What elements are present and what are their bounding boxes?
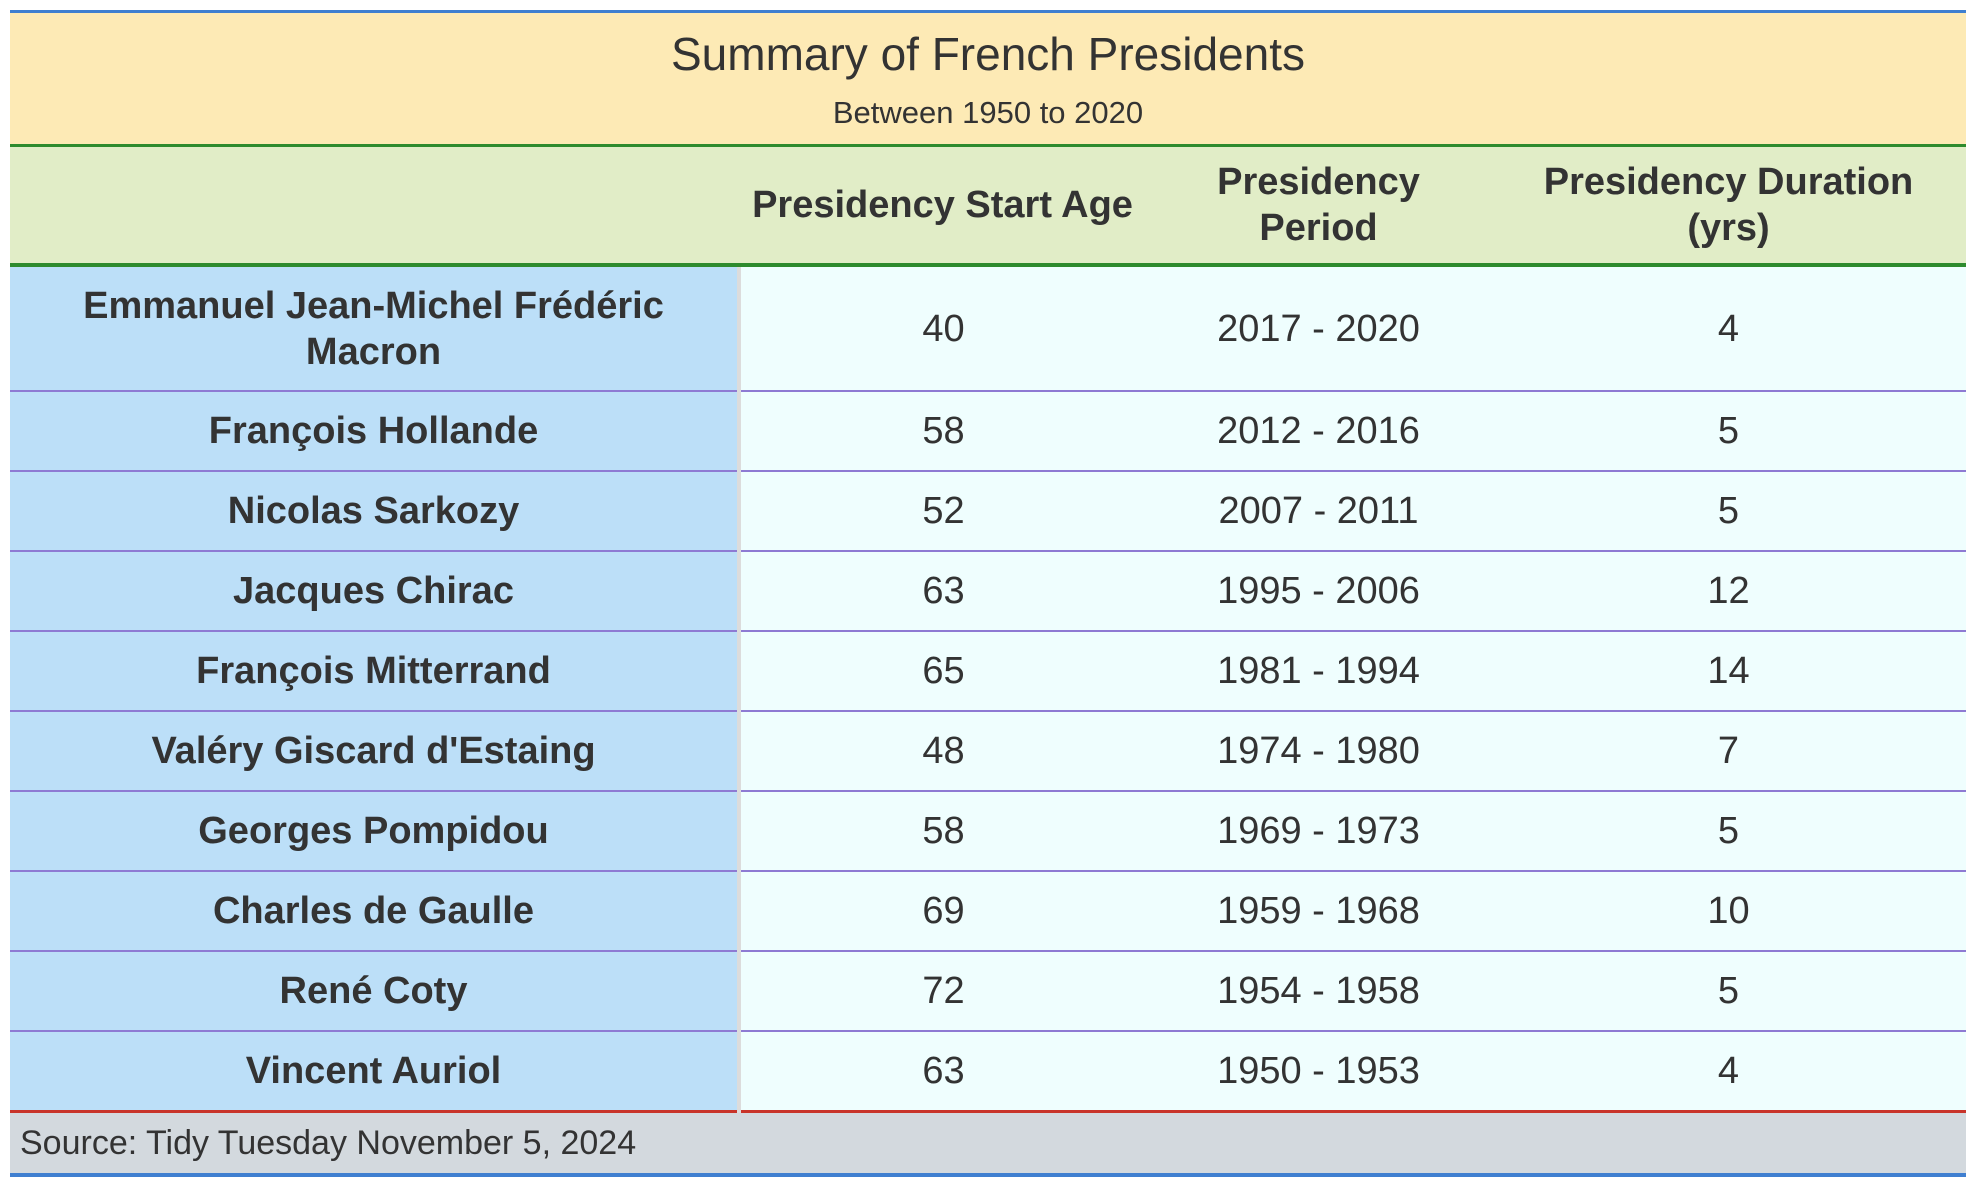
column-header-start-age: Presidency Start Age bbox=[739, 145, 1146, 267]
start-age-cell: 40 bbox=[739, 265, 1146, 392]
presidents-table: Summary of French Presidents Between 195… bbox=[10, 10, 1966, 1177]
period-cell: 1995 - 2006 bbox=[1146, 551, 1491, 632]
column-header-row: Presidency Start Age Presidency Period P… bbox=[10, 145, 1966, 267]
table-subtitle: Between 1950 to 2020 bbox=[832, 95, 1144, 130]
duration-cell: 5 bbox=[1491, 391, 1966, 472]
table-row: Vincent Auriol 63 1950 - 1953 4 bbox=[10, 1031, 1966, 1113]
president-name-cell: Nicolas Sarkozy bbox=[10, 471, 741, 552]
president-name-cell: René Coty bbox=[10, 951, 741, 1032]
duration-cell: 14 bbox=[1491, 631, 1966, 712]
source-row: Source: Tidy Tuesday November 5, 2024 bbox=[10, 1111, 1966, 1177]
period-cell: 1974 - 1980 bbox=[1146, 711, 1491, 792]
start-age-cell: 52 bbox=[739, 471, 1146, 552]
start-age-cell: 72 bbox=[739, 951, 1146, 1032]
period-cell: 1959 - 1968 bbox=[1146, 871, 1491, 952]
table-title: Summary of French Presidents bbox=[670, 28, 1305, 80]
table-row: Charles de Gaulle 69 1959 - 1968 10 bbox=[10, 871, 1966, 952]
president-name-cell: François Hollande bbox=[10, 391, 741, 472]
table-row: Emmanuel Jean-Michel Frédéric Macron 40 20… bbox=[10, 265, 1966, 392]
table-body: Emmanuel Jean-Michel Frédéric Macron 40 20… bbox=[10, 265, 1966, 1113]
table-row: François Hollande 58 2012 - 2016 5 bbox=[10, 391, 1966, 472]
duration-cell: 5 bbox=[1491, 951, 1966, 1032]
start-age-cell: 58 bbox=[739, 791, 1146, 872]
start-age-cell: 65 bbox=[739, 631, 1146, 712]
table-row: Jacques Chirac 63 1995 - 2006 12 bbox=[10, 551, 1966, 632]
column-header-period: Presidency Period bbox=[1146, 145, 1491, 267]
duration-cell: 10 bbox=[1491, 871, 1966, 952]
table-row: François Mitterrand 65 1981 - 1994 14 bbox=[10, 631, 1966, 712]
duration-cell: 4 bbox=[1491, 265, 1966, 392]
duration-cell: 7 bbox=[1491, 711, 1966, 792]
period-cell: 2007 - 2011 bbox=[1146, 471, 1491, 552]
start-age-cell: 58 bbox=[739, 391, 1146, 472]
summary-table-container: Summary of French Presidents Between 195… bbox=[10, 10, 1966, 1177]
president-name-cell: François Mitterrand bbox=[10, 631, 741, 712]
start-age-cell: 63 bbox=[739, 551, 1146, 632]
president-name-cell: Charles de Gaulle bbox=[10, 871, 741, 952]
period-cell: 2017 - 2020 bbox=[1146, 265, 1491, 392]
president-name-cell: Vincent Auriol bbox=[10, 1031, 741, 1113]
period-cell: 2012 - 2016 bbox=[1146, 391, 1491, 472]
president-name-cell: Valéry Giscard d'Estaing bbox=[10, 711, 741, 792]
table-row: Georges Pompidou 58 1969 - 1973 5 bbox=[10, 791, 1966, 872]
duration-cell: 4 bbox=[1491, 1031, 1966, 1113]
president-name-cell: Georges Pompidou bbox=[10, 791, 741, 872]
president-name-cell: Emmanuel Jean-Michel Frédéric Macron bbox=[10, 265, 741, 392]
period-cell: 1954 - 1958 bbox=[1146, 951, 1491, 1032]
start-age-cell: 63 bbox=[739, 1031, 1146, 1113]
duration-cell: 5 bbox=[1491, 791, 1966, 872]
period-cell: 1981 - 1994 bbox=[1146, 631, 1491, 712]
period-cell: 1969 - 1973 bbox=[1146, 791, 1491, 872]
title-cell: Summary of French Presidents Between 195… bbox=[10, 10, 1966, 147]
duration-cell: 5 bbox=[1491, 471, 1966, 552]
table-row: Valéry Giscard d'Estaing 48 1974 - 1980 7 bbox=[10, 711, 1966, 792]
period-cell: 1950 - 1953 bbox=[1146, 1031, 1491, 1113]
president-name-cell: Jacques Chirac bbox=[10, 551, 741, 632]
source-note: Source: Tidy Tuesday November 5, 2024 bbox=[10, 1111, 1966, 1177]
start-age-cell: 69 bbox=[739, 871, 1146, 952]
column-header-name bbox=[10, 145, 739, 267]
start-age-cell: 48 bbox=[739, 711, 1146, 792]
column-header-duration: Presidency Duration (yrs) bbox=[1491, 145, 1966, 267]
table-row: Nicolas Sarkozy 52 2007 - 2011 5 bbox=[10, 471, 1966, 552]
table-row: René Coty 72 1954 - 1958 5 bbox=[10, 951, 1966, 1032]
title-row: Summary of French Presidents Between 195… bbox=[10, 10, 1966, 147]
duration-cell: 12 bbox=[1491, 551, 1966, 632]
